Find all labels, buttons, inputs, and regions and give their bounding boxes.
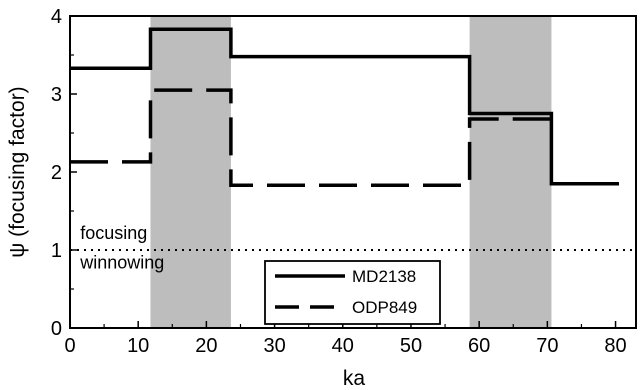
y-axis-title: ψ (focusing factor) xyxy=(6,86,29,257)
shaded-band-2 xyxy=(469,16,552,328)
x-tick-label: 30 xyxy=(263,335,285,357)
shaded-band-1 xyxy=(150,16,231,328)
y-tick-label: 0 xyxy=(51,318,62,340)
y-tick-label: 4 xyxy=(51,6,62,28)
series-line-odp849 xyxy=(70,88,552,188)
y-tick-label: 1 xyxy=(51,240,62,262)
x-tick-label: 20 xyxy=(195,335,217,357)
series-group xyxy=(70,27,619,188)
series-line-md2138 xyxy=(70,27,619,186)
legend-label-odp849: ODP849 xyxy=(352,298,417,317)
x-tick-label: 80 xyxy=(604,335,626,357)
annotation-winnowing: winnowing xyxy=(79,253,164,273)
x-axis-title: ka xyxy=(343,367,366,390)
y-tick-label: 3 xyxy=(51,84,62,106)
x-tick-label: 40 xyxy=(332,335,354,357)
x-tick-label: 60 xyxy=(468,335,490,357)
shaded-bands xyxy=(150,16,552,328)
annotation-focusing: focusing xyxy=(80,223,147,243)
y-tick-label: 2 xyxy=(51,162,62,184)
x-tick-label: 70 xyxy=(536,335,558,357)
annotations: focusing winnowing xyxy=(79,223,164,273)
x-tick-label: 0 xyxy=(64,335,75,357)
legend-label-md2138: MD2138 xyxy=(352,267,416,286)
x-tick-label: 10 xyxy=(127,335,149,357)
tick-labels: 0 10 20 30 40 50 60 70 80 0 1 2 3 4 xyxy=(51,6,627,357)
legend-box xyxy=(264,260,441,325)
legend: MD2138 ODP849 xyxy=(264,260,441,325)
x-tick-label: 50 xyxy=(400,335,422,357)
